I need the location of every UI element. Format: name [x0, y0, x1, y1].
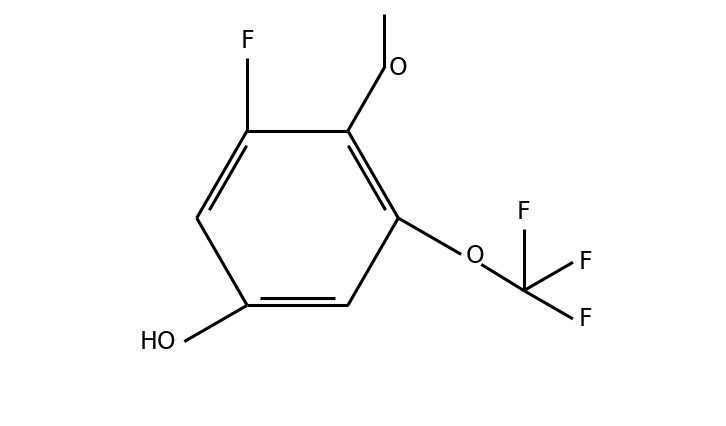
Text: F: F — [517, 200, 531, 224]
Text: O: O — [465, 245, 484, 268]
Text: F: F — [579, 250, 592, 274]
Text: F: F — [579, 307, 592, 331]
Text: O: O — [388, 56, 407, 80]
Text: HO: HO — [139, 330, 176, 354]
Text: F: F — [240, 29, 254, 53]
